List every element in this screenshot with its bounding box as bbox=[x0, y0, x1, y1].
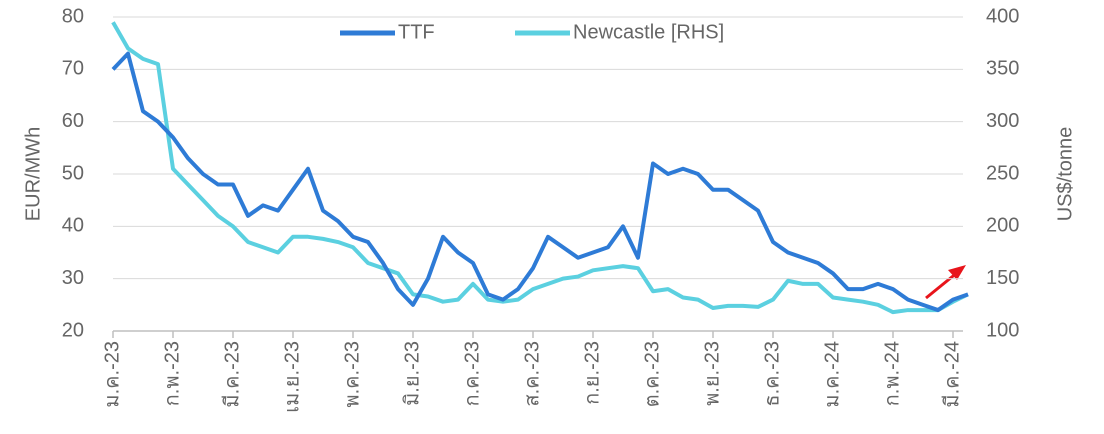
x-tick-label: ต.ค.-23 bbox=[641, 341, 663, 407]
x-tick-label: ก.ย.-23 bbox=[581, 341, 603, 405]
y2-axis-label: US$/tonne bbox=[1054, 127, 1076, 222]
x-tick-label: ม.ค.-23 bbox=[101, 341, 123, 408]
series-line bbox=[111, 51, 969, 313]
y-tick-label: 30 bbox=[62, 267, 84, 289]
y-tick-label: 80 bbox=[62, 5, 84, 27]
x-tick-label: ส.ค.-23 bbox=[521, 341, 543, 407]
y2-tick-label: 350 bbox=[986, 58, 1019, 80]
y-tick-label: 70 bbox=[62, 58, 84, 80]
y2-tick-label: 300 bbox=[986, 110, 1019, 132]
x-tick-label: มี.ค.-24 bbox=[941, 341, 963, 408]
legend-label: Newcastle [RHS] bbox=[573, 21, 724, 43]
legend-label: TTF bbox=[398, 21, 435, 43]
x-tick-label: พ.ย.-23 bbox=[701, 341, 723, 406]
x-tick-label: มี.ค.-23 bbox=[221, 341, 243, 408]
x-tick-label: ก.พ.-23 bbox=[161, 341, 183, 406]
y2-tick-label: 150 bbox=[986, 267, 1019, 289]
series-line bbox=[111, 21, 969, 315]
y2-tick-label: 400 bbox=[986, 5, 1019, 27]
annotation-arrow bbox=[925, 265, 966, 300]
x-tick-label: ม.ค.-24 bbox=[821, 341, 843, 408]
x-tick-label: มิ.ย.-23 bbox=[401, 341, 423, 406]
x-tick-label: ก.ค.-23 bbox=[461, 341, 483, 407]
x-tick-label: ธ.ค.-23 bbox=[761, 341, 783, 407]
y2-tick-label: 200 bbox=[986, 215, 1019, 237]
y-tick-label: 60 bbox=[62, 110, 84, 132]
x-tick-label: เม.ย.-23 bbox=[281, 341, 303, 413]
y-tick-label: 40 bbox=[62, 215, 84, 237]
x-tick-label: พ.ค.-23 bbox=[341, 341, 363, 408]
y-tick-label: 20 bbox=[62, 319, 84, 341]
y-axis-label: EUR/MWh bbox=[22, 127, 44, 221]
y2-tick-label: 100 bbox=[986, 319, 1019, 341]
y-tick-label: 50 bbox=[62, 162, 84, 184]
x-tick-label: ก.พ.-24 bbox=[881, 341, 903, 406]
y2-tick-label: 250 bbox=[986, 162, 1019, 184]
